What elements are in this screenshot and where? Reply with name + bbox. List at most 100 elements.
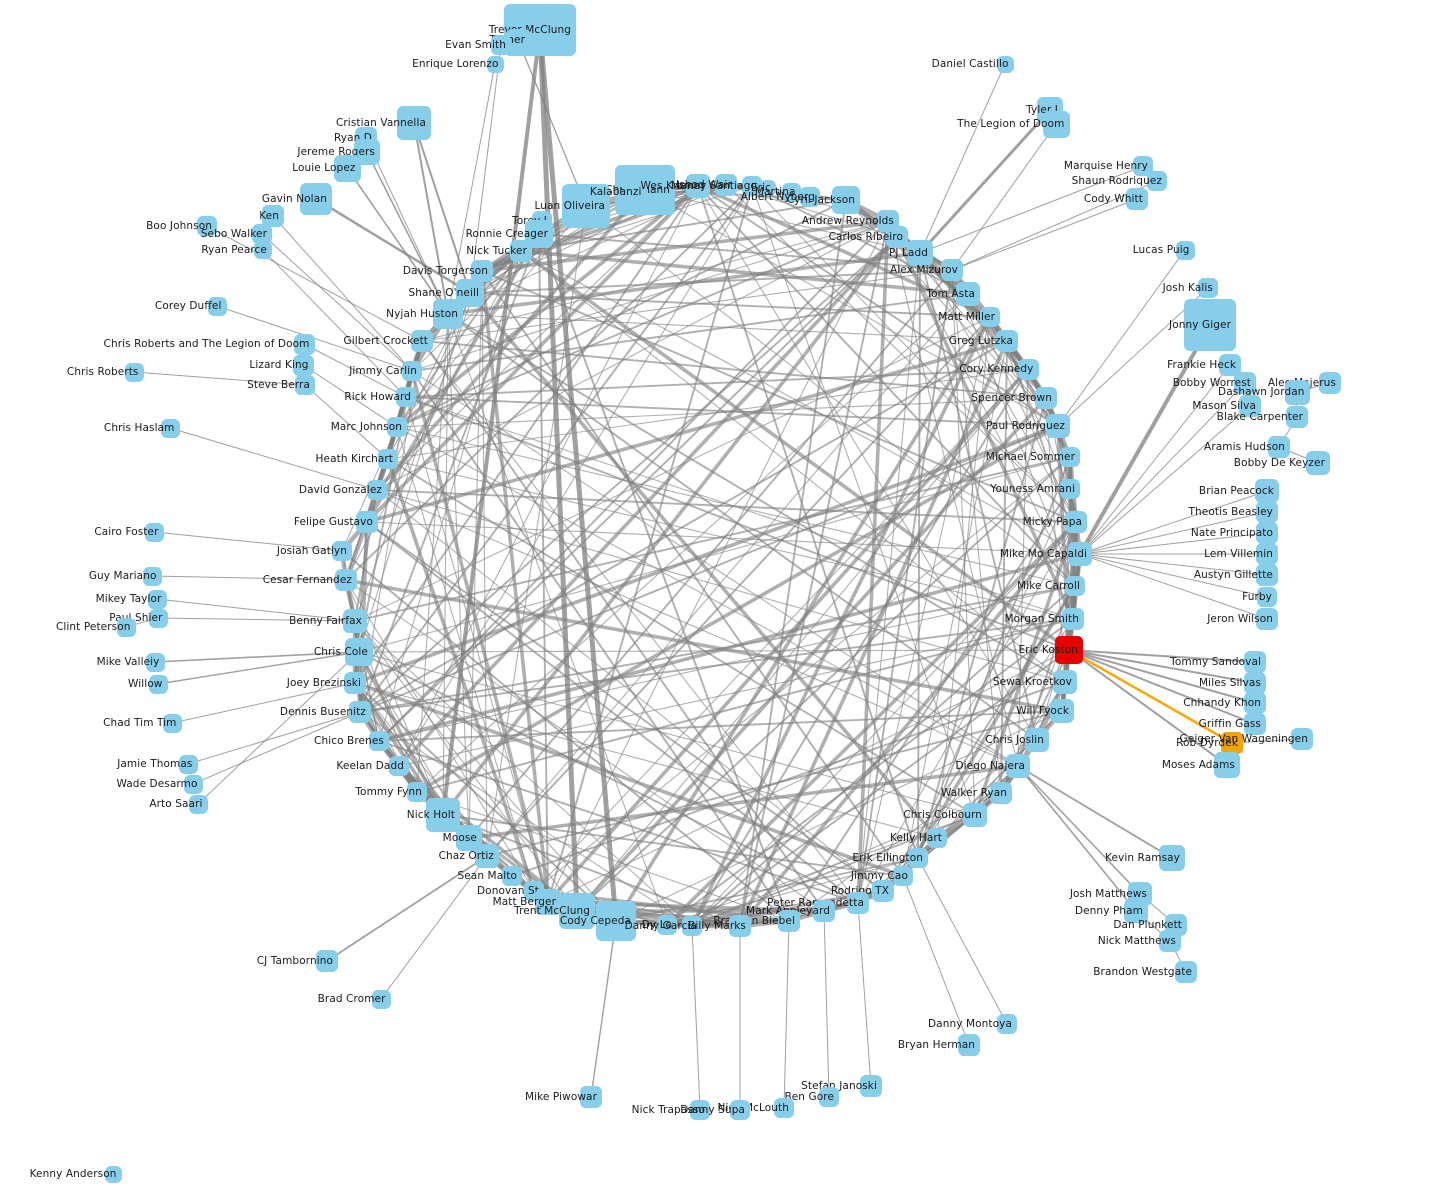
graph-node[interactable] <box>760 180 776 196</box>
graph-node[interactable] <box>148 608 168 628</box>
graph-node[interactable] <box>996 330 1018 352</box>
graph-node[interactable] <box>832 186 860 214</box>
graph-node[interactable] <box>262 205 284 227</box>
graph-node[interactable] <box>1256 501 1278 523</box>
graph-node[interactable] <box>729 915 751 937</box>
graph-node[interactable] <box>956 282 980 306</box>
graph-node[interactable] <box>1060 479 1080 499</box>
graph-node[interactable] <box>1017 358 1039 380</box>
graph-node[interactable] <box>1006 754 1030 778</box>
graph-node[interactable] <box>178 754 198 774</box>
graph-node[interactable] <box>254 241 272 259</box>
graph-node[interactable] <box>124 362 144 382</box>
graph-node[interactable] <box>207 296 227 316</box>
graph-node[interactable] <box>506 29 530 51</box>
graph-node[interactable] <box>343 609 367 633</box>
graph-node[interactable] <box>162 713 182 733</box>
graph-node[interactable] <box>295 375 315 395</box>
graph-node[interactable] <box>958 1034 980 1056</box>
graph-node[interactable] <box>252 224 272 244</box>
graph-node[interactable] <box>142 566 162 586</box>
graph-node[interactable] <box>730 1100 750 1120</box>
graph-node[interactable] <box>819 1087 839 1107</box>
graph-node[interactable] <box>197 216 217 236</box>
graph-node[interactable] <box>300 183 332 215</box>
graph-node[interactable] <box>411 330 433 352</box>
graph-node[interactable] <box>1159 930 1181 952</box>
graph-node[interactable] <box>1219 354 1241 376</box>
graph-node[interactable] <box>1159 845 1185 871</box>
graph-node[interactable] <box>1255 479 1279 503</box>
graph-node[interactable] <box>996 55 1014 73</box>
graph-node[interactable] <box>333 154 361 182</box>
graph-node[interactable] <box>1268 436 1290 458</box>
graph-node[interactable] <box>596 901 636 941</box>
graph-node[interactable] <box>800 187 820 207</box>
graph-node[interactable] <box>1068 542 1092 566</box>
graph-node[interactable] <box>148 674 168 694</box>
graph-node[interactable] <box>682 916 702 936</box>
graph-node[interactable] <box>908 848 928 868</box>
graph-node[interactable] <box>1234 372 1256 394</box>
graph-node[interactable] <box>1198 278 1218 298</box>
graph-node[interactable] <box>860 1075 882 1097</box>
graph-node[interactable] <box>502 866 522 886</box>
graph-node[interactable] <box>116 617 136 637</box>
graph-node[interactable] <box>941 259 963 281</box>
graph-node[interactable] <box>345 638 373 666</box>
graph-node[interactable] <box>1035 387 1057 409</box>
graph-node[interactable] <box>369 731 389 751</box>
graph-node[interactable] <box>1291 728 1313 750</box>
graph-node[interactable] <box>774 1098 794 1118</box>
graph-node[interactable] <box>160 418 180 438</box>
graph-node[interactable] <box>1053 670 1077 694</box>
graph-node[interactable] <box>1257 587 1277 607</box>
graph-node[interactable] <box>387 417 407 437</box>
graph-node[interactable] <box>1147 171 1167 191</box>
graph-node[interactable] <box>1214 752 1240 778</box>
graph-node[interactable] <box>1244 672 1266 694</box>
graph-node[interactable] <box>1175 240 1195 260</box>
graph-node[interactable] <box>1126 188 1148 210</box>
graph-node[interactable] <box>407 782 427 802</box>
graph-node[interactable] <box>145 652 165 672</box>
graph-node[interactable] <box>980 307 1000 327</box>
graph-node[interactable] <box>1042 110 1070 138</box>
graph-node[interactable] <box>378 449 398 469</box>
graph-node[interactable] <box>1244 713 1266 735</box>
graph-node[interactable] <box>344 672 366 694</box>
graph-node[interactable] <box>349 701 371 723</box>
graph-node[interactable] <box>847 892 869 914</box>
graph-node[interactable] <box>1221 732 1243 754</box>
graph-node[interactable] <box>356 511 378 533</box>
graph-node[interactable] <box>886 226 908 248</box>
graph-node[interactable] <box>715 174 737 196</box>
graph-node[interactable] <box>1050 699 1074 723</box>
graph-node[interactable] <box>426 798 460 832</box>
graph-node[interactable] <box>371 989 391 1009</box>
graph-node[interactable] <box>1046 414 1070 438</box>
graph-node[interactable] <box>1055 636 1083 664</box>
graph-node[interactable] <box>535 889 561 915</box>
graph-node[interactable] <box>147 589 167 609</box>
graph-node[interactable] <box>781 182 801 202</box>
graph-node[interactable] <box>621 179 647 205</box>
graph-node[interactable] <box>742 176 762 196</box>
graph-node[interactable] <box>1256 564 1278 586</box>
graph-node[interactable] <box>963 803 987 827</box>
graph-node[interactable] <box>778 910 800 932</box>
graph-node[interactable] <box>332 541 352 561</box>
graph-node[interactable] <box>402 361 422 381</box>
graph-node[interactable] <box>1306 451 1330 475</box>
graph-node[interactable] <box>813 900 835 922</box>
graph-node[interactable] <box>1319 372 1341 394</box>
graph-node[interactable] <box>188 794 208 814</box>
graph-node[interactable] <box>893 866 913 886</box>
graph-node[interactable] <box>293 333 315 355</box>
graph-node[interactable] <box>657 915 677 935</box>
graph-node[interactable] <box>1133 156 1153 176</box>
graph-node[interactable] <box>690 1100 710 1120</box>
graph-node[interactable] <box>1065 511 1087 533</box>
